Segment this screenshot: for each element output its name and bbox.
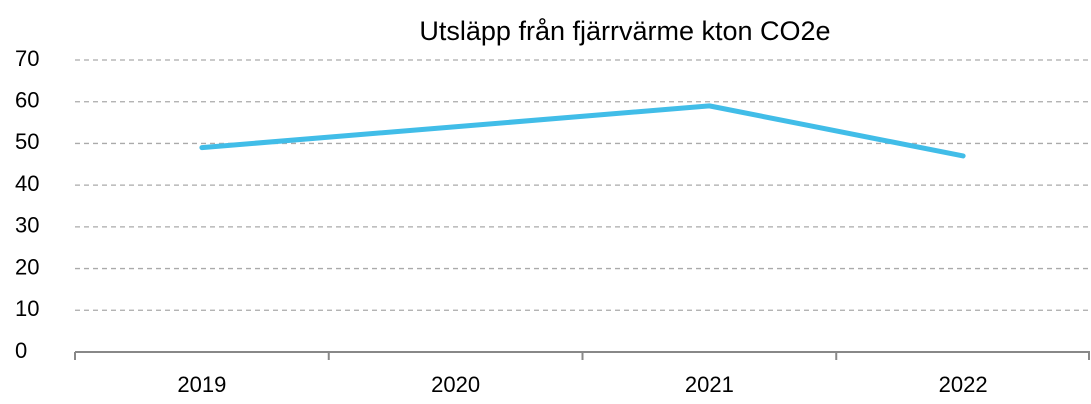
- y-tick-label: 50: [15, 129, 39, 154]
- x-tick-label: 2021: [685, 372, 734, 397]
- chart-title: Utsläpp från fjärrvärme kton CO2e: [419, 16, 830, 46]
- y-tick-label: 70: [15, 46, 39, 71]
- line: [199, 103, 966, 159]
- y-tick-label: 0: [15, 338, 27, 363]
- x-tick-label: 2020: [431, 372, 480, 397]
- y-tick-label: 30: [15, 213, 39, 238]
- y-tick-label: 10: [15, 296, 39, 321]
- x-tick-label: 2022: [939, 372, 988, 397]
- x-tick-label: 2019: [177, 372, 226, 397]
- y-tick-label: 40: [15, 171, 39, 196]
- y-tick-label: 20: [15, 254, 39, 279]
- y-tick-label: 60: [15, 88, 39, 113]
